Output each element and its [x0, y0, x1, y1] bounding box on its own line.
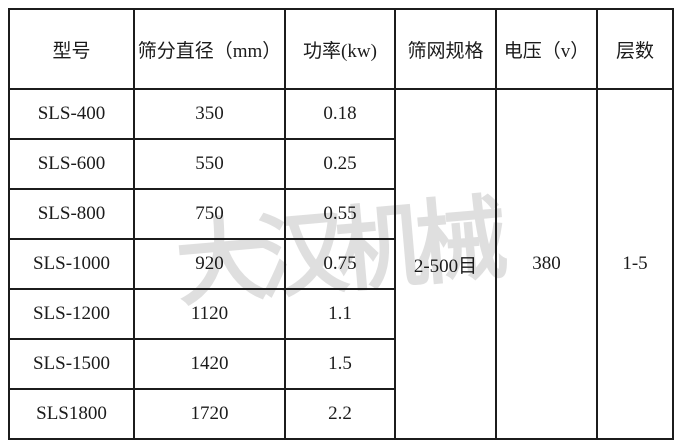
- cell-diameter: 1720: [133, 388, 286, 440]
- header-power: 功率(kw): [284, 8, 396, 90]
- cell-layers-merged: 1-5: [596, 88, 674, 440]
- cell-power: 0.25: [284, 138, 396, 190]
- cell-power: 1.5: [284, 338, 396, 390]
- cell-diameter: 1420: [133, 338, 286, 390]
- cell-diameter: 550: [133, 138, 286, 190]
- cell-model: SLS-1500: [8, 338, 135, 390]
- table-row: SLS-1000 920 0.75: [8, 238, 673, 290]
- cell-power: 0.55: [284, 188, 396, 240]
- cell-power: 0.18: [284, 88, 396, 140]
- cell-diameter: 750: [133, 188, 286, 240]
- header-model: 型号: [8, 8, 135, 90]
- cell-power: 1.1: [284, 288, 396, 340]
- header-screen-spec: 筛网规格: [394, 8, 497, 90]
- cell-model: SLS-800: [8, 188, 135, 240]
- cell-diameter: 350: [133, 88, 286, 140]
- cell-diameter: 920: [133, 238, 286, 290]
- table-row: SLS-1200 1120 1.1: [8, 288, 673, 340]
- table-row: SLS-600 550 0.25: [8, 138, 673, 190]
- cell-model: SLS-1000: [8, 238, 135, 290]
- cell-model: SLS-400: [8, 88, 135, 140]
- cell-model: SLS-600: [8, 138, 135, 190]
- cell-power: 2.2: [284, 388, 396, 440]
- header-layers: 层数: [596, 8, 674, 90]
- header-voltage: 电压（v）: [495, 8, 598, 90]
- cell-power: 0.75: [284, 238, 396, 290]
- table-row: SLS-800 750 0.55: [8, 188, 673, 240]
- cell-diameter: 1120: [133, 288, 286, 340]
- table-header-row: 型号 筛分直径（mm） 功率(kw) 筛网规格 电压（v） 层数: [8, 8, 674, 90]
- cell-screen-spec-merged: 2-500目: [394, 88, 497, 440]
- table-row: SLS-1500 1420 1.5: [8, 338, 673, 390]
- cell-model: SLS1800: [8, 388, 135, 440]
- header-diameter: 筛分直径（mm）: [133, 8, 286, 90]
- table-row: SLS1800 1720 2.2: [8, 388, 673, 440]
- spec-table: 型号 筛分直径（mm） 功率(kw) 筛网规格 电压（v） 层数 SLS-400…: [8, 8, 674, 440]
- table-row: SLS-400 350 0.18 2-500目 380 1-5: [8, 88, 674, 440]
- cell-voltage-merged: 380: [495, 88, 598, 440]
- cell-model: SLS-1200: [8, 288, 135, 340]
